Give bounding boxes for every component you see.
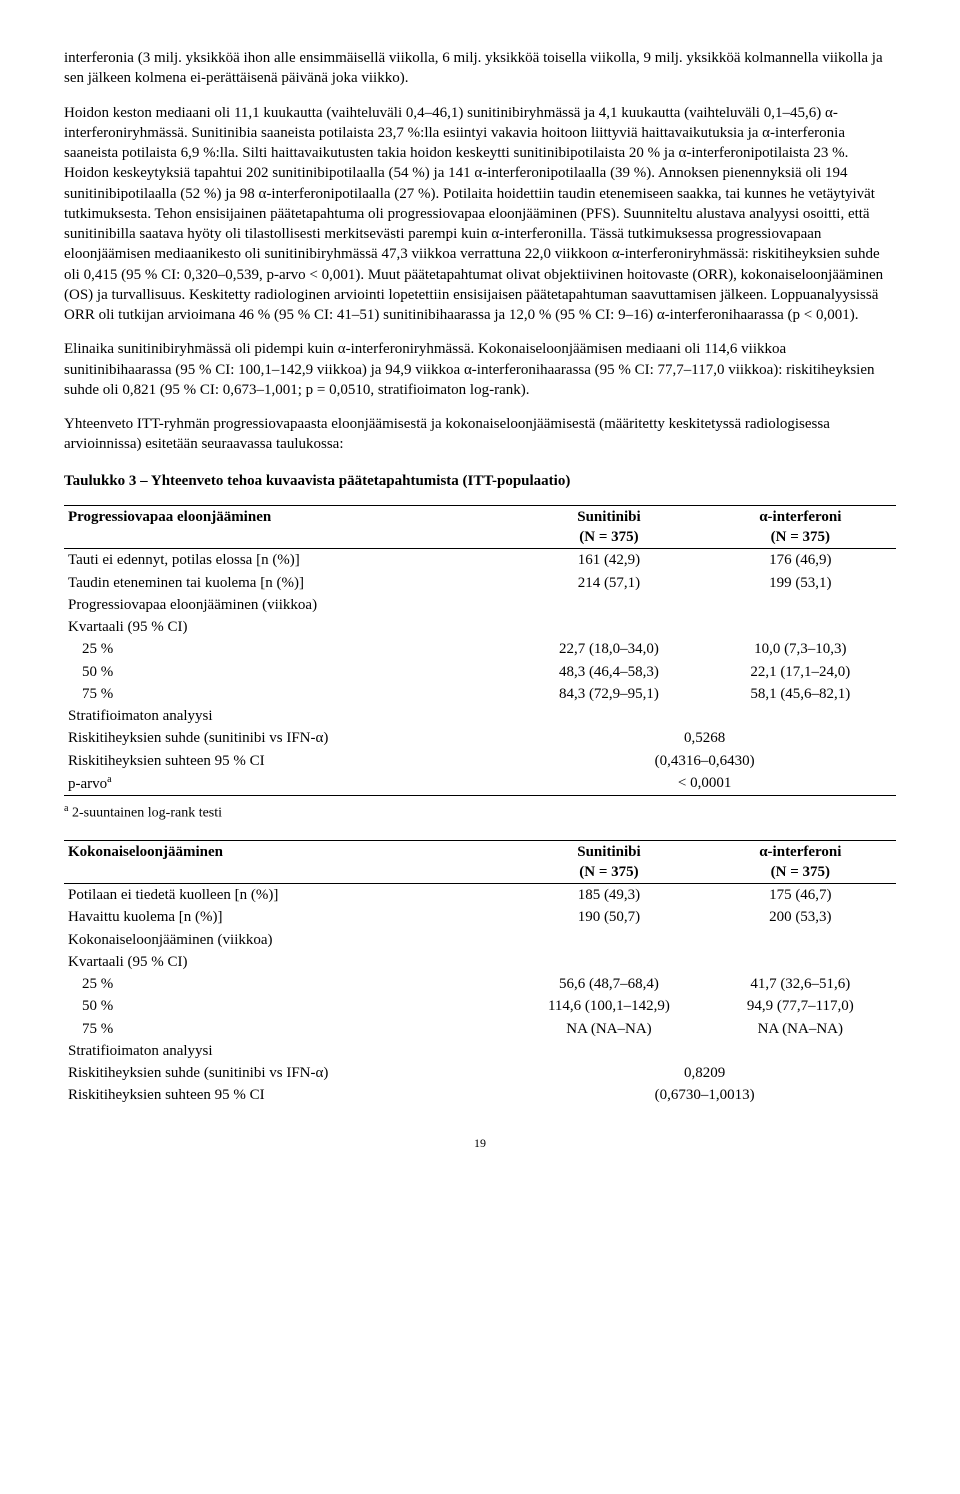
t1-r5c1: 25 % — [64, 638, 513, 660]
t2-r2c3: 200 (53,3) — [705, 906, 896, 928]
t1-h1: Progressiovapaa eloonjääminen — [68, 509, 271, 525]
t1-r11c1: p-arvo — [68, 776, 107, 792]
t1-r7c3: 58,1 (45,6–82,1) — [705, 683, 896, 705]
t1-r9c1: Riskitiheyksien suhde (sunitinibi vs IFN… — [64, 727, 513, 749]
paragraph-2: Hoidon keston mediaani oli 11,1 kuukautt… — [64, 103, 896, 326]
t1-r7c2: 84,3 (72,9–95,1) — [513, 683, 704, 705]
table-os: Kokonaiseloonjääminen Sunitinibi (N = 375… — [64, 840, 896, 1107]
t1-r5c3: 10,0 (7,3–10,3) — [705, 638, 896, 660]
t1-r10c23: (0,4316–0,6430) — [513, 750, 896, 772]
t1-r11c23: < 0,0001 — [513, 772, 896, 796]
t1-h3b: (N = 375) — [771, 529, 830, 545]
t1-r1c1: Tauti ei edennyt, potilas elossa [n (%)] — [64, 549, 513, 572]
t1-r10c1: Riskitiheyksien suhteen 95 % CI — [64, 750, 513, 772]
t2-r9c1: Riskitiheyksien suhde (sunitinibi vs IFN… — [64, 1062, 513, 1084]
table-title: Taulukko 3 – Yhteenveto tehoa kuvaavista… — [64, 471, 896, 491]
t2-r10c23: (0,6730–1,0013) — [513, 1084, 896, 1106]
footnote-1-text: 2-suuntainen log-rank testi — [68, 806, 222, 821]
t2-r7c2: NA (NA–NA) — [513, 1018, 704, 1040]
t1-r2c3: 199 (53,1) — [705, 572, 896, 594]
t2-r5c3: 41,7 (32,6–51,6) — [705, 973, 896, 995]
t2-r2c1: Havaittu kuolema [n (%)] — [64, 906, 513, 928]
table-pfs: Progressiovapaa eloonjääminen Sunitinibi… — [64, 505, 896, 796]
t1-r1c3: 176 (46,9) — [705, 549, 896, 572]
t1-r11sup: a — [107, 774, 111, 785]
t1-r1c2: 161 (42,9) — [513, 549, 704, 572]
t1-r2c2: 214 (57,1) — [513, 572, 704, 594]
t2-r1c1: Potilaan ei tiedetä kuolleen [n (%)] — [64, 884, 513, 907]
paragraph-4: Yhteenveto ITT-ryhmän progressiovapaasta… — [64, 414, 896, 455]
t2-h2b: (N = 375) — [579, 864, 638, 880]
t1-r9c23: 0,5268 — [513, 727, 896, 749]
t2-r4c1: Kvartaali (95 % CI) — [64, 951, 513, 973]
t2-r7c3: NA (NA–NA) — [705, 1018, 896, 1040]
t2-r1c2: 185 (49,3) — [513, 884, 704, 907]
t2-h1: Kokonaiseloonjääminen — [68, 844, 223, 860]
t2-r6c1: 50 % — [64, 995, 513, 1017]
t2-r1c3: 175 (46,7) — [705, 884, 896, 907]
t2-r5c2: 56,6 (48,7–68,4) — [513, 973, 704, 995]
t2-r2c2: 190 (50,7) — [513, 906, 704, 928]
t1-r6c1: 50 % — [64, 661, 513, 683]
t1-r4c1: Kvartaali (95 % CI) — [64, 616, 513, 638]
t1-r3c1: Progressiovapaa eloonjääminen (viikkoa) — [64, 594, 513, 616]
t2-h3a: α-interferoni — [759, 844, 841, 860]
t2-r5c1: 25 % — [64, 973, 513, 995]
t1-h2a: Sunitinibi — [577, 509, 640, 525]
page-number: 19 — [64, 1135, 896, 1151]
t2-h2a: Sunitinibi — [577, 844, 640, 860]
paragraph-1: interferonia (3 milj. yksikköä ihon alle… — [64, 48, 896, 89]
t1-h3a: α-interferoni — [759, 509, 841, 525]
t2-r3c1: Kokonaiseloonjääminen (viikkoa) — [64, 929, 513, 951]
t1-r8c1: Stratifioimaton analyysi — [64, 705, 513, 727]
t2-r8c1: Stratifioimaton analyysi — [64, 1040, 513, 1062]
t2-r7c1: 75 % — [64, 1018, 513, 1040]
t1-r7c1: 75 % — [64, 683, 513, 705]
paragraph-3: Elinaika sunitinibiryhmässä oli pidempi … — [64, 339, 896, 400]
t2-r10c1: Riskitiheyksien suhteen 95 % CI — [64, 1084, 513, 1106]
t2-r9c23: 0,8209 — [513, 1062, 896, 1084]
t2-r6c3: 94,9 (77,7–117,0) — [705, 995, 896, 1017]
t1-r5c2: 22,7 (18,0–34,0) — [513, 638, 704, 660]
t1-r6c2: 48,3 (46,4–58,3) — [513, 661, 704, 683]
t2-r6c2: 114,6 (100,1–142,9) — [513, 995, 704, 1017]
t2-h3b: (N = 375) — [771, 864, 830, 880]
footnote-1: a 2-suuntainen log-rank testi — [64, 802, 896, 824]
t1-r2c1: Taudin eteneminen tai kuolema [n (%)] — [64, 572, 513, 594]
t1-r6c3: 22,1 (17,1–24,0) — [705, 661, 896, 683]
t1-h2b: (N = 375) — [579, 529, 638, 545]
